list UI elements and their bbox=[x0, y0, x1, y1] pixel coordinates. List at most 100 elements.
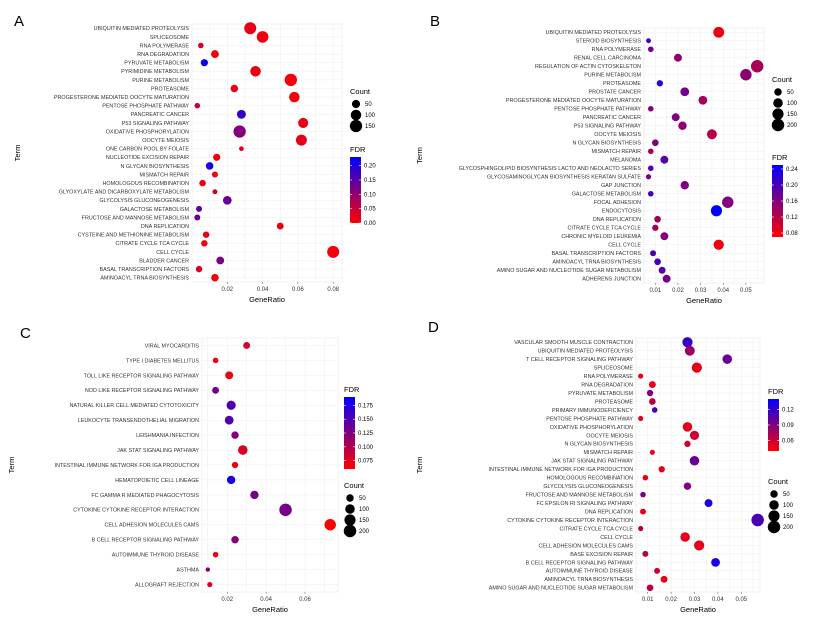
data-point bbox=[706, 129, 717, 140]
y-tick-label: OOCYTE MEIOSIS bbox=[142, 138, 189, 144]
data-point bbox=[680, 87, 690, 97]
color-legend-label: 0.100 bbox=[358, 445, 374, 451]
data-point bbox=[680, 532, 690, 542]
data-point bbox=[660, 232, 669, 241]
data-point bbox=[256, 31, 269, 43]
y-tick-label: PENTOSE PHOSPHATE PATHWAY bbox=[554, 107, 641, 113]
y-tick-label: PENTOSE PHOSPHATE PATHWAY bbox=[546, 416, 633, 422]
data-point bbox=[216, 256, 225, 265]
data-point bbox=[704, 499, 713, 508]
data-point bbox=[646, 38, 651, 44]
data-point bbox=[195, 265, 203, 273]
size-legend-dot bbox=[772, 108, 784, 120]
data-point bbox=[647, 105, 654, 112]
y-tick-label: PYRUVATE METABOLISM bbox=[124, 61, 189, 67]
y-tick-label: CYTOKINE CYTOKINE RECEPTOR INTERACTION bbox=[507, 518, 633, 524]
size-legend-label: 50 bbox=[783, 492, 790, 498]
data-point bbox=[284, 73, 298, 87]
y-tick-label: N GLYCAN BIOSYNTHESIS bbox=[121, 164, 190, 170]
x-tick-label: 0.04 bbox=[712, 597, 724, 603]
color-legend-label: 0.175 bbox=[358, 403, 374, 409]
y-tick-label: MELANOMA bbox=[610, 158, 641, 164]
y-tick-label: SPLICEOSOME bbox=[150, 35, 190, 41]
data-point bbox=[689, 430, 700, 440]
data-point bbox=[658, 266, 666, 274]
y-tick-label: NATURAL KILLER CELL MEDIATED CYTOTOXICIT… bbox=[69, 403, 199, 409]
color-legend-label: 0.150 bbox=[358, 417, 374, 423]
data-point bbox=[231, 535, 239, 544]
y-tick-label: CELL CYCLE bbox=[608, 243, 641, 249]
data-point bbox=[226, 475, 236, 485]
data-point bbox=[652, 224, 659, 231]
x-axis-label: GeneRatio bbox=[252, 605, 288, 614]
x-tick-label: 0.02 bbox=[672, 288, 684, 294]
y-tick-label: PRIMARY IMMUNODEFICIENCY bbox=[552, 408, 633, 414]
size-legend-title: Count bbox=[344, 481, 365, 490]
y-tick-label: JAK STAT SIGNALING PATHWAY bbox=[551, 459, 633, 465]
data-point bbox=[194, 102, 201, 109]
color-legend-label: 0.09 bbox=[782, 423, 794, 429]
y-tick-label: AMINO SUGAR AND NUCLEOTIDE SUGAR METABOL… bbox=[497, 268, 642, 274]
size-legend-title: Count bbox=[768, 477, 789, 486]
y-tick-label: LEISHMANIA INFECTION bbox=[136, 433, 199, 439]
size-legend-label: 150 bbox=[787, 112, 798, 118]
size-legend-label: 100 bbox=[787, 101, 798, 107]
y-tick-label: PROGESTERONE MEDIATED OOCYTE MATURATION bbox=[54, 95, 189, 101]
data-point bbox=[673, 53, 682, 62]
data-point bbox=[205, 162, 214, 170]
y-tick-label: HOMOLOGOUS RECOMBINATION bbox=[103, 181, 190, 187]
y-tick-label: MISMATCH REPAIR bbox=[139, 172, 189, 178]
size-legend-dot bbox=[773, 98, 783, 108]
x-tick-label: 0.06 bbox=[292, 287, 304, 293]
data-point bbox=[682, 422, 693, 432]
data-point bbox=[751, 513, 764, 527]
data-point bbox=[225, 371, 234, 380]
size-legend-dot bbox=[769, 500, 779, 510]
y-tick-label: N GLYCAN BIOSYNTHESIS bbox=[565, 442, 634, 448]
color-legend-label: 0.06 bbox=[782, 439, 794, 445]
data-point bbox=[207, 581, 213, 588]
y-tick-label: AUTOIMMUNE THYROID DISEASE bbox=[546, 569, 634, 575]
data-point bbox=[645, 174, 652, 180]
data-point bbox=[694, 540, 705, 551]
y-tick-label: PENTOSE PHOSPHATE PATHWAY bbox=[102, 104, 189, 110]
size-legend-label: 200 bbox=[787, 123, 798, 129]
data-point bbox=[211, 273, 219, 282]
x-tick-label: 0.02 bbox=[665, 597, 677, 603]
data-point bbox=[202, 231, 210, 238]
color-legend-label: 0.20 bbox=[364, 164, 376, 170]
y-tick-label: GLYOXYLATE AND DICARBOXYLATE METABOLISM bbox=[59, 190, 190, 196]
size-legend-label: 50 bbox=[787, 90, 794, 96]
y-tick-label: CITRATE CYCLE TCA CYCLE bbox=[560, 526, 634, 532]
y-axis-label: Term bbox=[415, 147, 424, 164]
y-tick-label: GLYCOLYSIS GLUCONEOGENESIS bbox=[99, 198, 189, 204]
data-point bbox=[682, 337, 693, 348]
y-axis-label: Term bbox=[13, 145, 22, 162]
y-tick-label: FC EPSILON RI SIGNALING PATHWAY bbox=[536, 501, 633, 507]
data-point bbox=[231, 461, 239, 469]
data-point bbox=[658, 466, 665, 473]
data-point bbox=[683, 482, 692, 490]
y-tick-label: JAK STAT SIGNALING PATHWAY bbox=[117, 448, 199, 454]
data-point bbox=[649, 398, 656, 405]
data-point bbox=[201, 240, 208, 247]
data-point bbox=[650, 250, 657, 257]
data-point bbox=[678, 121, 687, 130]
y-tick-label: FRUCTOSE AND MANNOSE METABOLISM bbox=[526, 493, 634, 499]
data-point bbox=[638, 415, 644, 422]
y-tick-label: DNA REPLICATION bbox=[585, 509, 633, 515]
size-legend-label: 200 bbox=[359, 529, 370, 535]
y-tick-label: ASTHMA bbox=[177, 567, 200, 573]
color-legend-bar bbox=[772, 165, 783, 237]
panel-a-letter: A bbox=[14, 13, 24, 30]
size-legend-dot bbox=[768, 510, 780, 522]
size-legend-dot bbox=[343, 524, 357, 538]
y-tick-label: FRUCTOSE AND MANNOSE METABOLISM bbox=[82, 215, 190, 221]
y-tick-label: GLYCOSAMINOGLYCAN BIOSYNTHESIS KERATAN S… bbox=[487, 175, 641, 181]
y-tick-label: VASCULAR SMOOTH MUSCLE CONTRACTION bbox=[514, 340, 633, 346]
size-legend-dot bbox=[767, 520, 781, 534]
data-point bbox=[289, 91, 300, 103]
data-point bbox=[671, 113, 680, 122]
data-point bbox=[194, 214, 201, 221]
y-tick-label: UBIQUITIN MEDIATED PROTEOLYSIS bbox=[538, 349, 634, 355]
